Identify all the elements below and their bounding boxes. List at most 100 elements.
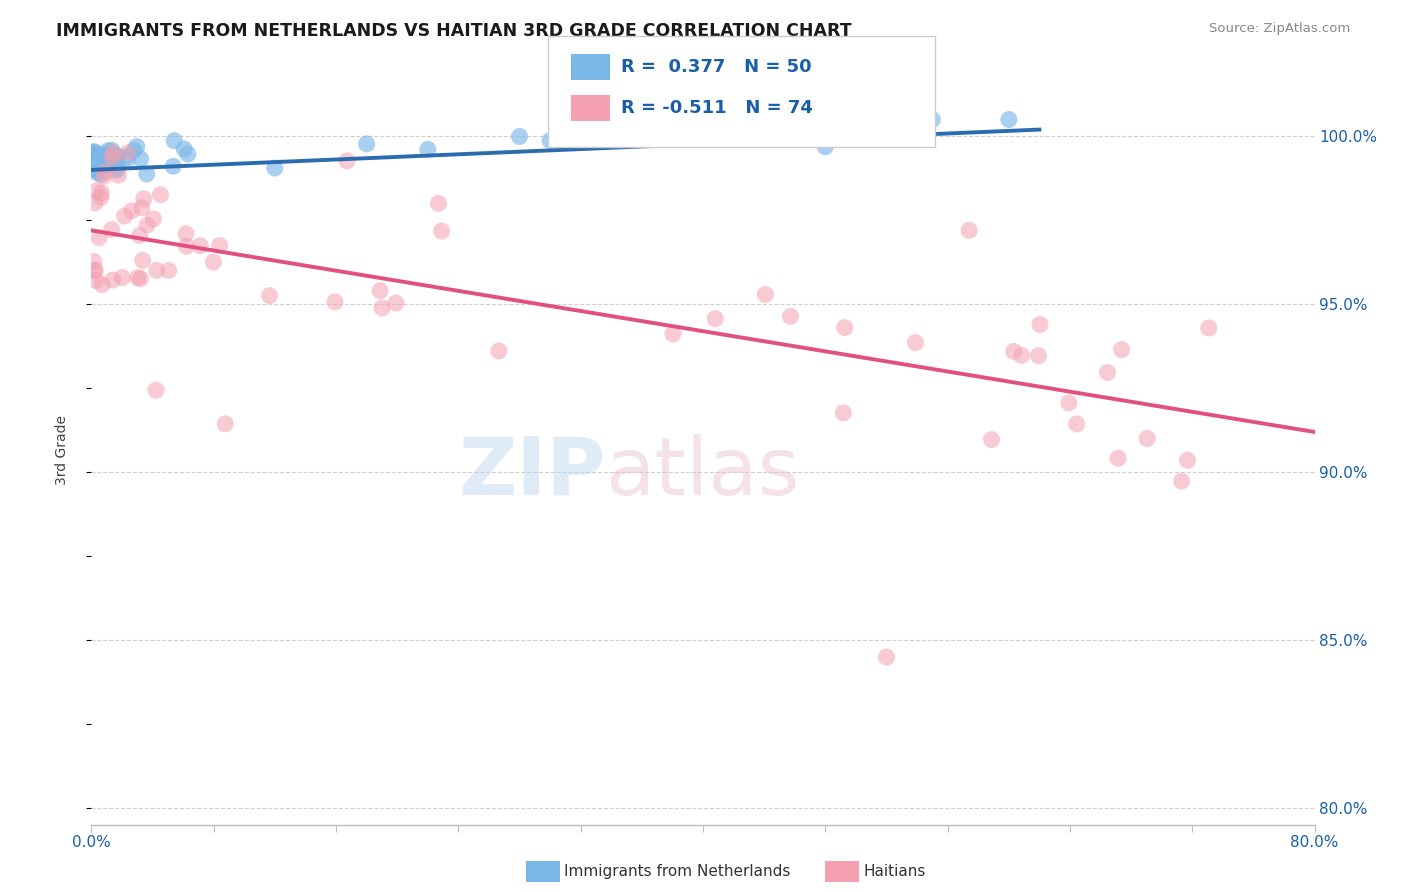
Point (538, 134, 561, 148)
Point (921, 112, 943, 127)
Point (100, 222, 122, 236)
Point (101, 144, 124, 158)
Point (1002, 344, 1025, 359)
Point (779, 310, 801, 324)
Point (86, 159, 108, 173)
Point (132, 253, 155, 268)
Text: R =  0.377   N = 50: R = 0.377 N = 50 (621, 58, 813, 76)
Point (875, 650, 898, 665)
Point (157, 263, 180, 277)
Point (90, 186, 112, 200)
Point (616, 127, 638, 141)
Point (86, 165, 108, 179)
Point (1097, 366, 1119, 380)
Point (1107, 451, 1129, 466)
Text: atlas: atlas (605, 434, 800, 512)
Point (105, 149, 128, 163)
Point (264, 161, 287, 175)
Point (93, 147, 115, 161)
Point (97, 144, 120, 158)
Point (1011, 349, 1033, 363)
Point (356, 136, 378, 151)
Point (142, 211, 165, 226)
Point (259, 288, 281, 302)
Point (83, 263, 105, 277)
Point (980, 433, 1002, 447)
Point (1029, 318, 1052, 332)
Point (96, 150, 118, 164)
Text: 80.0%: 80.0% (1291, 836, 1339, 850)
Point (208, 238, 231, 252)
Point (173, 142, 195, 156)
Point (101, 146, 124, 161)
Point (90, 156, 112, 170)
Point (832, 406, 855, 420)
Point (83, 196, 105, 211)
Point (1057, 396, 1080, 410)
Point (132, 192, 155, 206)
Point (125, 139, 148, 153)
Point (662, 326, 685, 341)
Y-axis label: 3rd Grade: 3rd Grade (55, 416, 69, 485)
Point (129, 152, 152, 166)
Point (117, 146, 139, 161)
Point (84, 146, 107, 161)
Point (336, 153, 359, 168)
Point (87, 230, 110, 244)
Point (509, 129, 531, 144)
Text: Source: ZipAtlas.com: Source: ZipAtlas.com (1209, 22, 1350, 36)
Point (93, 158, 115, 172)
Point (117, 152, 139, 166)
Point (569, 117, 592, 131)
Point (94, 165, 117, 179)
Point (93, 169, 115, 183)
Point (131, 201, 153, 215)
Point (1198, 321, 1220, 335)
Text: IMMIGRANTS FROM NETHERLANDS VS HAITIAN 3RD GRADE CORRELATION CHART: IMMIGRANTS FROM NETHERLANDS VS HAITIAN 3… (56, 22, 852, 40)
Point (488, 343, 510, 358)
Point (101, 273, 124, 287)
Text: ZIP: ZIP (458, 434, 605, 512)
Point (83, 145, 105, 159)
Point (105, 156, 128, 170)
Point (86, 160, 108, 174)
Point (105, 163, 128, 178)
Point (105, 161, 128, 175)
Point (214, 417, 236, 431)
Point (1177, 453, 1199, 467)
Point (83, 254, 105, 268)
Point (1111, 343, 1133, 357)
Point (84, 163, 107, 178)
Point (1066, 417, 1088, 431)
Point (834, 320, 856, 334)
Point (86, 154, 108, 169)
Point (90, 190, 112, 204)
Point (1170, 474, 1192, 488)
Text: R = -0.511   N = 74: R = -0.511 N = 74 (621, 99, 813, 117)
Point (145, 263, 167, 277)
Point (174, 227, 197, 241)
Point (188, 238, 211, 252)
Point (176, 239, 198, 253)
Point (121, 203, 143, 218)
Point (127, 270, 149, 285)
Point (91, 277, 114, 292)
Text: Haitians: Haitians (863, 864, 925, 879)
Point (101, 150, 124, 164)
Point (145, 383, 167, 397)
Point (90, 168, 112, 182)
Point (107, 149, 129, 163)
Point (136, 218, 159, 232)
Text: 0.0%: 0.0% (72, 836, 111, 850)
Point (84, 156, 107, 170)
Text: Immigrants from Netherlands: Immigrants from Netherlands (564, 864, 790, 879)
Point (163, 134, 186, 148)
Point (90, 158, 112, 172)
Point (114, 150, 136, 164)
Point (957, 223, 980, 237)
Point (177, 147, 200, 161)
Point (107, 168, 129, 182)
Point (661, 125, 683, 139)
Point (202, 255, 225, 269)
Point (114, 209, 136, 223)
